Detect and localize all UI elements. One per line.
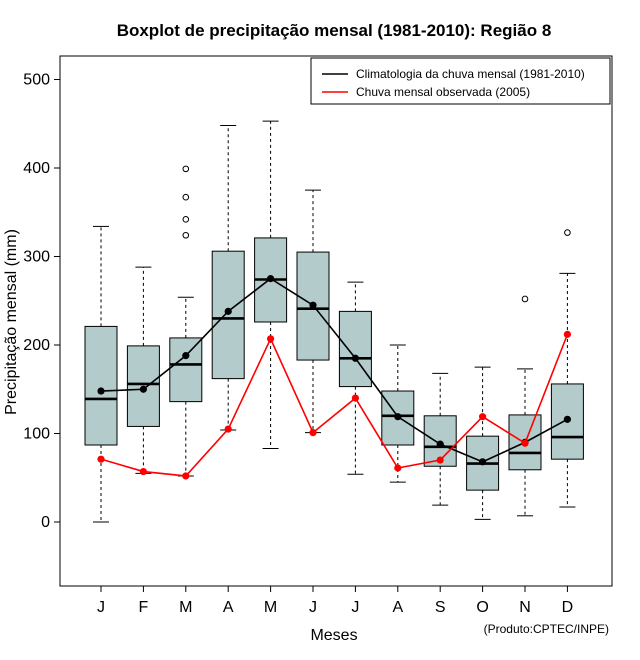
outlier-point [564, 229, 571, 236]
observed-point [224, 425, 232, 433]
climatology-point [309, 301, 317, 309]
legend-label-observed: Chuva mensal observada (2005) [356, 85, 530, 99]
observed-point [97, 455, 105, 463]
climatology-point [224, 307, 232, 315]
series-lines [97, 275, 572, 480]
observed-line [100, 334, 569, 477]
climatology-point [182, 352, 190, 360]
box-iqr [338, 310, 372, 388]
observed-point [182, 472, 190, 480]
legend-label-climatology: Climatologia da chuva mensal (1981-2010) [356, 67, 585, 81]
observed-point [309, 429, 317, 437]
observed-point [563, 330, 572, 338]
box-group [84, 120, 584, 523]
y-axis-label: Precipitação mensal (mm) [3, 229, 20, 415]
climatology-point [394, 413, 402, 421]
y-axis: 0 100 200 300 400 500 [23, 72, 60, 531]
x-tick-label: J [309, 599, 317, 616]
legend: Climatologia da chuva mensal (1981-2010)… [310, 57, 611, 105]
x-tick-label: S [435, 599, 446, 616]
chart-title: Boxplot de precipitação mensal (1981-201… [117, 21, 552, 40]
observed-point [436, 456, 444, 464]
climatology-point [267, 275, 275, 283]
plot-frame [59, 55, 613, 587]
y-tick-label: 200 [23, 337, 50, 354]
x-axis-label: Meses [310, 627, 357, 644]
credit-text: (Produto:CPTEC/INPE) [484, 622, 609, 636]
climatology-point [351, 354, 359, 362]
climatology-point [436, 440, 444, 448]
climatology-line [100, 277, 568, 463]
y-tick-label: 500 [23, 72, 50, 89]
x-tick-label: A [223, 599, 234, 616]
x-tick-label: A [392, 599, 403, 616]
x-tick-label: J [97, 599, 105, 616]
x-tick-label: F [139, 599, 149, 616]
climatology-point [479, 458, 487, 466]
observed-point [521, 439, 529, 447]
outlier-point [182, 193, 190, 201]
observed-point [139, 467, 147, 476]
observed-point [267, 335, 275, 343]
x-tick-label: M [179, 599, 192, 616]
box-iqr [84, 325, 118, 446]
y-tick-label: 100 [23, 426, 50, 443]
y-tick-label: 300 [23, 249, 50, 266]
legend-box [310, 57, 611, 105]
box-iqr [169, 337, 203, 403]
box-iqr [381, 390, 415, 446]
y-tick-label: 400 [23, 160, 50, 177]
outlier-point [521, 295, 529, 303]
climatology-point [139, 385, 147, 393]
outlier-point [182, 216, 190, 223]
x-tick-label: N [519, 599, 531, 616]
climatology-point [563, 415, 572, 423]
x-tick-label: M [264, 599, 277, 616]
x-tick-label: J [351, 599, 359, 616]
outlier-point [182, 231, 190, 239]
y-tick-label: 0 [41, 514, 50, 531]
x-tick-label: D [562, 599, 574, 616]
observed-point [479, 413, 487, 421]
climatology-point [97, 387, 105, 395]
observed-point [351, 394, 359, 402]
x-tick-label: O [476, 599, 488, 616]
outlier-point [182, 165, 190, 173]
observed-point [394, 464, 402, 472]
